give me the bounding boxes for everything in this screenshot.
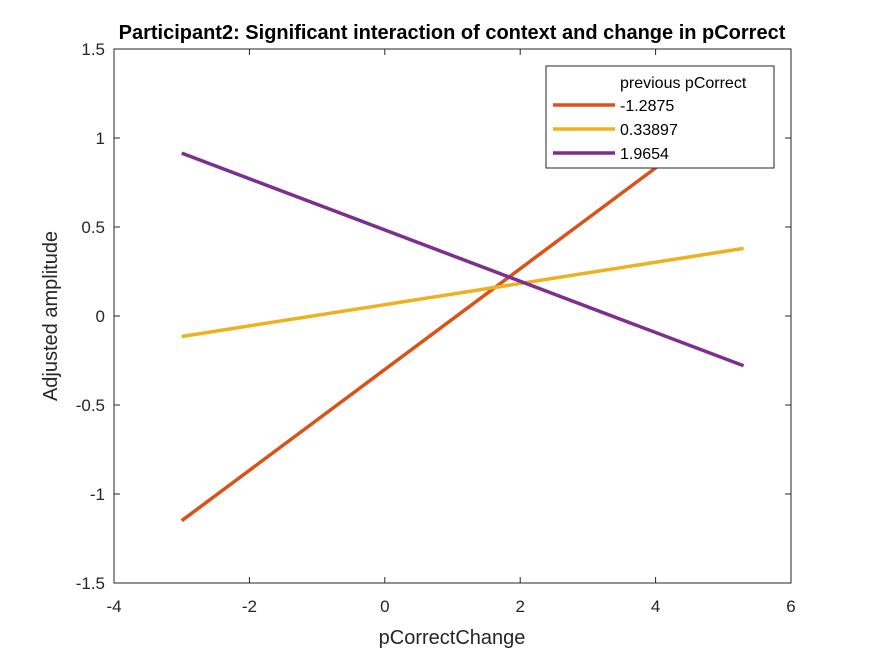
legend-title: previous pCorrect <box>620 75 747 92</box>
y-axis-label: Adjusted amplitude <box>40 231 62 401</box>
x-tick-label: 4 <box>651 597 660 616</box>
plot-frame <box>113 48 792 584</box>
legend-label: -1.2875 <box>620 98 674 115</box>
x-tick-label: 2 <box>515 597 524 616</box>
legend-box <box>545 65 775 169</box>
x-axis-label: pCorrectChange <box>379 627 526 649</box>
series-line <box>181 151 745 368</box>
x-tick-label: -4 <box>106 597 121 616</box>
y-tick-label: -1.5 <box>76 574 105 593</box>
series-line <box>180 100 745 523</box>
series-line <box>181 246 744 339</box>
legend-entries: -1.2875 0.33897 1.9654 <box>553 98 678 163</box>
x-tick-label: 0 <box>380 597 389 616</box>
x-tick-label: 6 <box>786 597 795 616</box>
chart-title: Participant2: Significant interaction of… <box>119 22 786 44</box>
x-tick-label: -2 <box>242 597 257 616</box>
legend: previous pCorrect -1.2875 0.33897 1.9654 <box>545 65 775 169</box>
legend-label: 1.9654 <box>620 146 669 163</box>
y-tick-label: 0.5 <box>81 218 105 237</box>
legend-label: 0.33897 <box>620 122 678 139</box>
y-tick-label: -1 <box>90 485 105 504</box>
y-tick-label: 1 <box>96 129 105 148</box>
y-tick-label: -0.5 <box>76 396 105 415</box>
series-lines <box>180 100 745 523</box>
y-tick-label: 0 <box>96 307 105 326</box>
tick-labels: -4 -2 0 2 4 6 -1.5 -1 -0.5 0 0.5 1 1.5 <box>76 40 796 616</box>
y-tick-label: 1.5 <box>81 40 105 59</box>
